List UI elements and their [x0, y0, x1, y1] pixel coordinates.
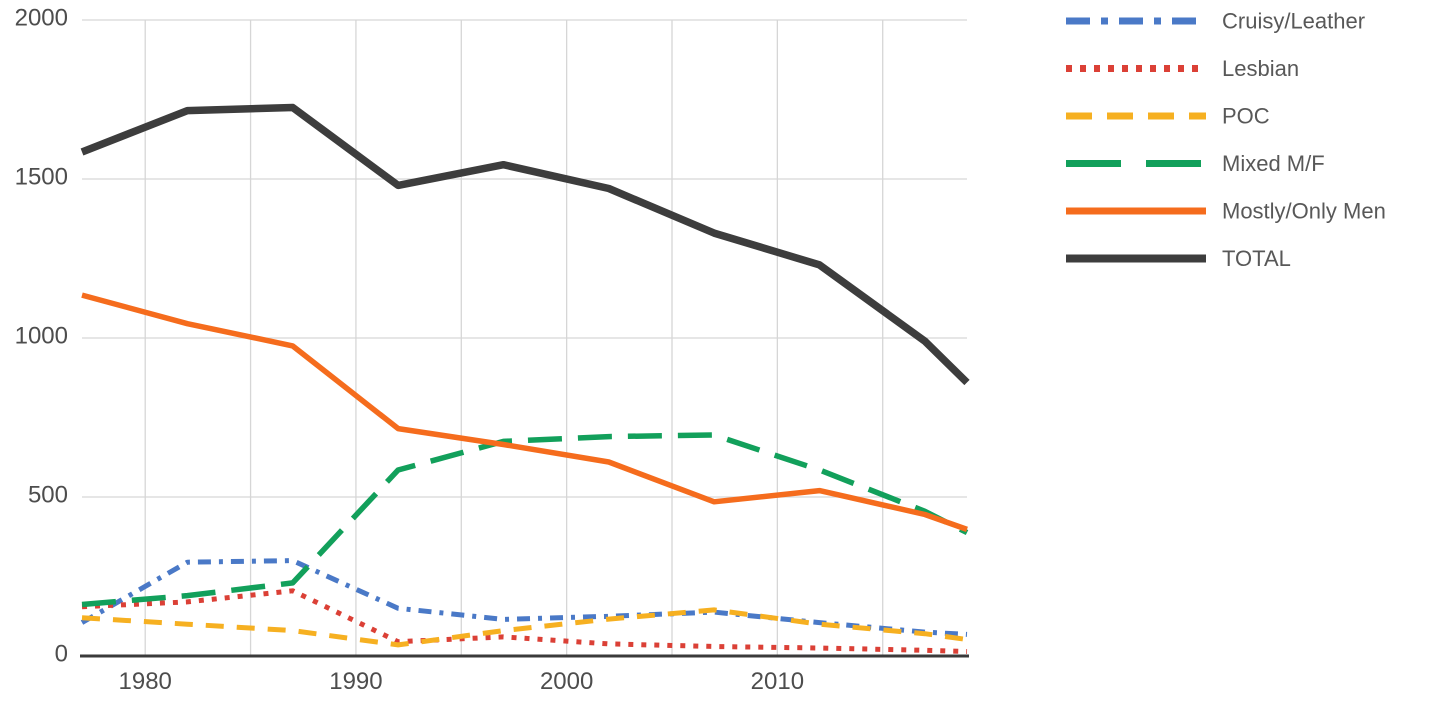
series-line-cruisy-leather	[80, 558, 968, 637]
y-tick-label-1500: 1500	[15, 164, 68, 191]
y-tick-label-0: 0	[55, 641, 68, 668]
legend-item-cruisy-leather: Cruisy/Leather	[1066, 9, 1365, 34]
chart-legend: Cruisy/Leather Lesbian POC Mixed M/F Mostly/…	[1066, 9, 1386, 271]
y-tick-label-2000: 2000	[15, 5, 68, 32]
legend-item-mixed-mf: Mixed M/F	[1066, 151, 1325, 176]
series-line-poc	[81, 607, 968, 648]
legend-item-lesbian: Lesbian	[1066, 56, 1299, 81]
x-tick-label-2000: 2000	[540, 668, 593, 695]
legend-label-total: TOTAL	[1222, 246, 1291, 271]
y-tick-label-500: 500	[28, 482, 68, 509]
x-tick-label-1990: 1990	[329, 668, 382, 695]
legend-label-mostly-only-men: Mostly/Only Men	[1222, 199, 1386, 224]
legend-label-lesbian: Lesbian	[1222, 56, 1299, 81]
x-tick-label-1980: 1980	[119, 668, 172, 695]
legend-label-poc: POC	[1222, 104, 1270, 129]
gridlines	[80, 19, 969, 658]
series-line-mostly-only-men	[81, 292, 968, 532]
series-line-total	[80, 103, 970, 386]
legend-item-mostly-only-men: Mostly/Only Men	[1066, 199, 1386, 224]
legend-label-mixed-mf: Mixed M/F	[1222, 151, 1325, 176]
legend-item-poc: POC	[1066, 104, 1270, 129]
series-line-lesbian	[81, 588, 968, 654]
legend-label-cruisy-leather: Cruisy/Leather	[1222, 9, 1365, 34]
x-tick-label-2010: 2010	[751, 668, 804, 695]
legend-item-total: TOTAL	[1066, 246, 1291, 271]
series-lines	[80, 103, 970, 654]
series-line-mixed-mf	[81, 432, 969, 608]
y-tick-label-1000: 1000	[15, 323, 68, 350]
axis-tick-labels: 0 500 1000 1500 2000 1980 1990 2000 2010	[15, 5, 804, 696]
